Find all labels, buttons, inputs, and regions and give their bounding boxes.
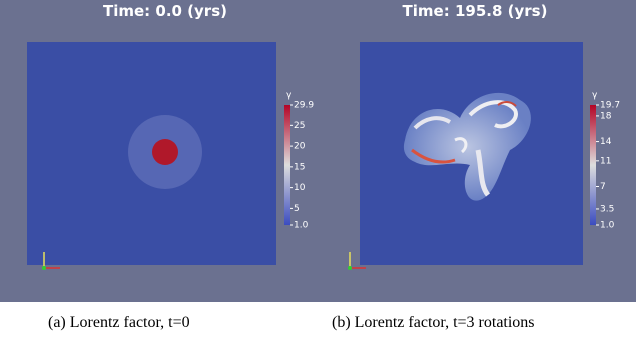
colorbar-label: γ [592, 91, 598, 101]
jet-core [152, 139, 178, 165]
caption: (a) Lorentz factor, t=0 [48, 314, 190, 331]
caption: (b) Lorentz factor, t=3 rotations [332, 314, 535, 331]
colorbar-tick-label: 15 [294, 162, 305, 172]
colorbar-tick-label: 5 [294, 204, 300, 214]
colorbar-tick-label: 25 [294, 121, 305, 131]
figure: Time: 0.0 (yrs) Time: 195.8 (yrs) γ29.92… [0, 0, 636, 302]
colorbar-label: γ [286, 91, 292, 101]
colorbar-tick-label: 29.9 [294, 101, 314, 111]
colorbar-tick-label: 3.5 [600, 204, 614, 214]
colorbar-tick-label: 7 [600, 182, 606, 192]
colorbar [590, 105, 596, 225]
axes-triad [42, 252, 60, 270]
colorbar-tick-label: 20 [294, 142, 306, 152]
colorbar-tick-label: 19.7 [600, 101, 620, 111]
colorbar [284, 105, 290, 225]
panel-title: Time: 0.0 (yrs) [103, 2, 227, 20]
colorbar-tick-label: 11 [600, 156, 611, 166]
axes-triad [348, 252, 366, 270]
panel-title: Time: 195.8 (yrs) [403, 2, 548, 20]
colorbar-tick-label: 18 [600, 111, 612, 121]
colorbar-tick-label: 1.0 [294, 221, 309, 231]
colorbar-tick-label: 14 [600, 137, 612, 147]
turbulent-structure [403, 92, 531, 201]
colorbar-tick-label: 1.0 [600, 221, 615, 231]
colorbar-tick-label: 10 [294, 183, 306, 193]
